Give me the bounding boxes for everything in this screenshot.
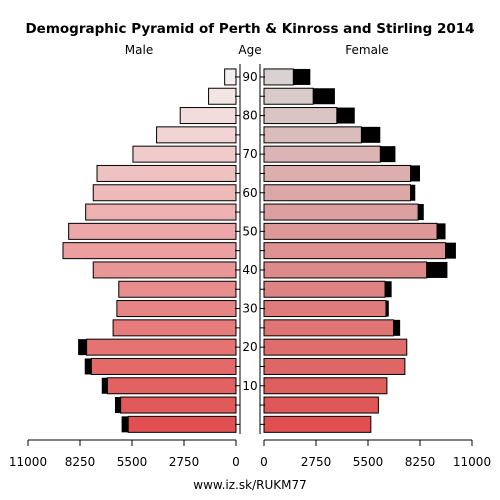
female-bar-75-79 <box>263 126 362 144</box>
male-excess-15-19 <box>84 358 92 375</box>
age-tick-label: 50 <box>242 224 257 238</box>
female-excess-25-29 <box>393 319 401 336</box>
female-excess-40-44 <box>426 261 448 278</box>
age-tick-label: 40 <box>242 263 257 277</box>
male-x-tick-label: 2750 <box>169 455 200 469</box>
male-excess-0-4 <box>121 416 129 433</box>
female-bar-0-4 <box>263 415 372 433</box>
female-bar-15-19 <box>263 357 406 375</box>
age-tick-label: 60 <box>242 186 257 200</box>
male-bar-90+ <box>224 68 237 86</box>
female-excess-45-49 <box>445 242 456 259</box>
female-x-tick-label: 0 <box>260 455 268 469</box>
male-bar-30-34 <box>116 300 237 318</box>
female-excess-30-34 <box>385 300 389 317</box>
female-bar-5-9 <box>263 396 379 414</box>
male-excess-5-9 <box>114 397 121 414</box>
female-bar-55-59 <box>263 203 419 221</box>
female-x-tick-label: 11000 <box>453 455 491 469</box>
male-bar-35-39 <box>118 280 237 298</box>
age-tick-label: 90 <box>242 70 257 84</box>
female-excess-35-39 <box>385 281 392 298</box>
male-bar-55-59 <box>85 203 237 221</box>
age-tick-label: 30 <box>242 302 257 316</box>
female-x-tick-label: 8250 <box>405 455 436 469</box>
female-bar-25-29 <box>263 319 395 337</box>
male-excess-20-24 <box>78 339 87 356</box>
male-x-tick-label: 11000 <box>9 455 47 469</box>
chart-title: Demographic Pyramid of Perth & Kinross a… <box>25 21 474 37</box>
female-bars <box>263 68 456 433</box>
age-tick-label: 20 <box>242 340 257 354</box>
female-bar-80-84 <box>263 107 338 125</box>
male-bar-25-29 <box>112 319 237 337</box>
male-bar-10-14 <box>106 377 237 395</box>
female-excess-60-64 <box>410 184 416 201</box>
female-bar-40-44 <box>263 261 428 279</box>
female-bar-30-34 <box>263 300 387 318</box>
male-bar-70-74 <box>132 145 237 163</box>
male-bar-0-4 <box>127 415 237 433</box>
male-bar-60-64 <box>92 184 237 202</box>
age-tick-label: 70 <box>242 147 257 161</box>
female-header: Female <box>345 43 388 57</box>
female-bar-45-49 <box>263 242 447 260</box>
age-header: Age <box>238 43 261 57</box>
female-excess-80-84 <box>336 107 355 124</box>
male-bar-15-19 <box>90 357 237 375</box>
female-excess-50-54 <box>437 223 446 240</box>
male-bars <box>62 68 237 433</box>
male-bar-40-44 <box>92 261 237 279</box>
male-bar-45-49 <box>62 242 237 260</box>
male-excess-10-14 <box>101 377 108 394</box>
female-bar-50-54 <box>263 222 438 240</box>
female-excess-55-59 <box>418 204 424 221</box>
male-bar-65-69 <box>96 164 237 182</box>
female-excess-65-69 <box>410 165 420 182</box>
age-tick-label: 10 <box>242 379 257 393</box>
female-bar-70-74 <box>263 145 381 163</box>
female-bar-20-24 <box>263 338 408 356</box>
male-x-tick-label: 5500 <box>117 455 148 469</box>
male-bar-75-79 <box>156 126 237 144</box>
female-excess-85-89 <box>313 88 335 105</box>
male-bar-50-54 <box>68 222 237 240</box>
male-bar-85-89 <box>208 87 237 105</box>
male-bar-20-24 <box>86 338 237 356</box>
male-bar-80-84 <box>179 107 237 125</box>
female-x-tick-label: 2750 <box>301 455 332 469</box>
age-tick-label: 80 <box>242 109 257 123</box>
axes: 0 0 2750 2750 5500 5500 8250 8250 11000 11000 10 20… <box>9 64 491 469</box>
female-bar-35-39 <box>263 280 386 298</box>
male-header: Male <box>125 43 153 57</box>
female-bar-90+ <box>263 68 294 86</box>
female-excess-90+ <box>293 68 311 85</box>
female-bar-60-64 <box>263 184 412 202</box>
male-bar-5-9 <box>120 396 237 414</box>
female-excess-75-79 <box>361 126 381 143</box>
female-bar-85-89 <box>263 87 314 105</box>
female-bar-65-69 <box>263 164 412 182</box>
female-excess-70-74 <box>380 146 396 163</box>
female-x-tick-label: 5500 <box>353 455 384 469</box>
male-x-tick-label: 8250 <box>65 455 96 469</box>
female-bar-10-14 <box>263 377 388 395</box>
male-x-tick-label: 0 <box>232 455 240 469</box>
source-label: www.iz.sk/RUKM77 <box>193 478 306 492</box>
